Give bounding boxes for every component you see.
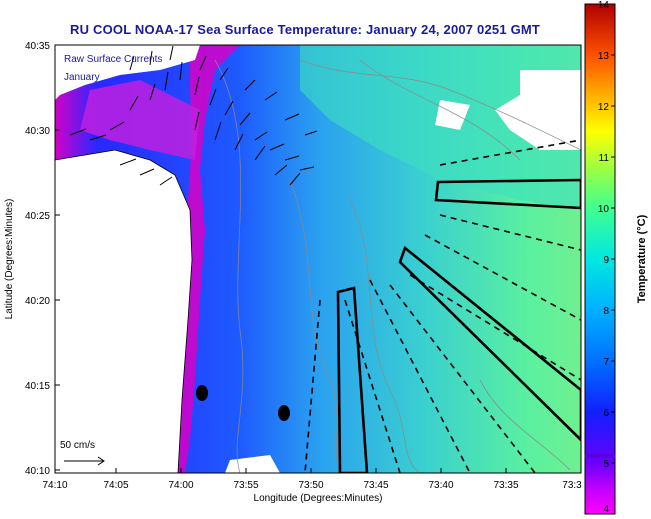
y-tick-label: 40:30: [25, 126, 50, 137]
overlay-line-1: Raw Surface Currents: [64, 54, 162, 65]
scale-arrow-label: 50 cm/s: [60, 440, 95, 451]
radial-lines: [304, 139, 581, 473]
colorbar-tick: 13: [598, 51, 610, 62]
marker-dot: [196, 385, 208, 401]
x-tick-label: 74:10: [42, 480, 67, 491]
marker-dot: [278, 405, 290, 421]
scale-arrow-icon: [64, 456, 105, 466]
overlay-line-2: January: [64, 72, 100, 83]
x-axis-ticks: 74:10 74:05 74:00 73:55 73:50 73:45 73:4…: [42, 468, 582, 491]
colorbar-tick: 4: [603, 504, 609, 515]
colorbar-tick: 8: [603, 306, 609, 317]
y-tick-label: 40:20: [25, 296, 50, 307]
plot-area: [55, 45, 581, 473]
y-tick-label: 40:35: [25, 41, 50, 52]
colorbar-tick: 12: [598, 102, 610, 113]
colorbar-tick: 6: [603, 408, 609, 419]
y-tick-label: 40:25: [25, 211, 50, 222]
x-tick-label: 73:45: [363, 480, 388, 491]
colorbar-tick: 7: [603, 357, 609, 368]
plot-frame: [54, 44, 582, 474]
x-tick-label: 74:05: [103, 480, 128, 491]
colorbar: 14 13 12 11 10 9 8 7 6 5 4 Temperature (…: [584, 0, 648, 515]
colorbar-tick: 14: [598, 0, 610, 11]
colorbar-label: Temperature (°C): [636, 214, 648, 303]
colorbar-tick: 10: [598, 204, 610, 215]
colorbar-tick: 5: [603, 459, 609, 470]
colorbar-tick: 11: [599, 153, 610, 164]
y-axis-ticks: 40:35 40:30 40:25 40:20 40:15 40:10: [25, 41, 60, 477]
x-tick-label: 73:55: [233, 480, 258, 491]
current-vectors: [69, 45, 318, 186]
x-tick-label: 73:40: [428, 480, 453, 491]
y-tick-label: 40:10: [25, 466, 50, 477]
x-tick-label: 73:3: [562, 480, 582, 491]
map-title: RU COOL NOAA-17 Sea Surface Temperature:…: [70, 22, 541, 37]
colorbar-tick: 9: [603, 255, 609, 266]
x-tick-label: 74:00: [168, 480, 193, 491]
x-axis-label: Longitude (Degrees:Minutes): [254, 493, 383, 504]
survey-boxes: [336, 178, 581, 473]
y-axis-label: Latitude (Degrees:Minutes): [4, 199, 15, 320]
y-tick-label: 40:15: [25, 381, 50, 392]
x-tick-label: 73:35: [493, 480, 518, 491]
x-tick-label: 73:50: [298, 480, 323, 491]
